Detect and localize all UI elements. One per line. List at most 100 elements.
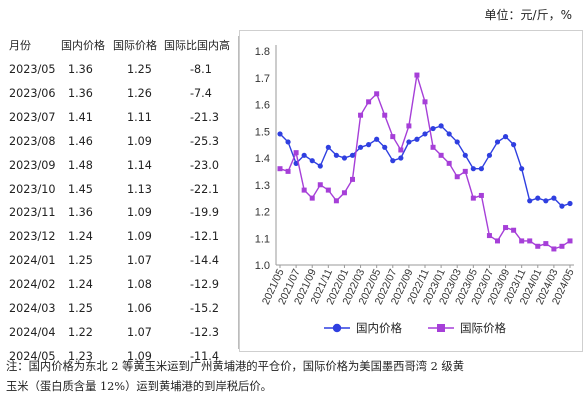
data-point bbox=[519, 166, 525, 172]
legend-marker-domestic bbox=[332, 323, 342, 333]
data-point bbox=[293, 150, 299, 156]
data-point bbox=[527, 238, 533, 244]
international-price-cell: 1.08 bbox=[127, 278, 152, 292]
domestic-price-cell: 1.25 bbox=[68, 302, 93, 315]
data-point bbox=[495, 238, 500, 244]
data-point bbox=[446, 160, 452, 166]
footnote: 注：国内价格为东北 2 等黄玉米运到广州黄埔港的平仓价，国际价格为美国墨西哥湾 … bbox=[6, 357, 581, 397]
data-point bbox=[494, 139, 501, 145]
international-price-cell: 1.25 bbox=[127, 63, 152, 76]
diff-cell: -12.3 bbox=[190, 325, 219, 339]
data-point bbox=[454, 139, 460, 145]
diff-cell: -15.2 bbox=[190, 302, 219, 315]
month-cell: 2024/02 bbox=[9, 278, 56, 292]
table-row: 2024/03 1.25 1.06 -15.2 bbox=[6, 299, 238, 319]
data-point bbox=[462, 152, 468, 158]
month-cell: 2023/07 bbox=[9, 110, 56, 124]
y-tick-label: 1.7 bbox=[255, 73, 270, 85]
month-cell: 2023/08 bbox=[9, 134, 56, 148]
table-row: 2023/06 1.36 1.26 -7.4 bbox=[6, 84, 238, 104]
diff-cell: -12.1 bbox=[190, 230, 219, 244]
data-point bbox=[559, 203, 565, 209]
data-point bbox=[366, 142, 372, 148]
data-point bbox=[486, 233, 492, 239]
diff-cell: -21.3 bbox=[190, 110, 219, 124]
domestic-price-cell: 1.22 bbox=[68, 325, 93, 339]
data-point bbox=[382, 112, 388, 118]
data-point bbox=[438, 152, 444, 158]
diff-cell: -7.4 bbox=[190, 86, 212, 100]
table-row: 2023/11 1.36 1.09 -19.9 bbox=[6, 203, 238, 223]
legend-label-domestic: 国内价格 bbox=[356, 321, 402, 335]
data-point bbox=[454, 174, 460, 180]
domestic-price-cell: 1.24 bbox=[68, 278, 93, 292]
y-tick-label: 1.5 bbox=[255, 126, 270, 138]
table-row: 2023/12 1.24 1.09 -12.1 bbox=[6, 227, 238, 247]
data-point bbox=[567, 238, 573, 244]
data-point bbox=[535, 195, 541, 201]
data-point bbox=[446, 131, 452, 137]
y-tick-label: 1.3 bbox=[255, 180, 270, 192]
table-row: 2023/05 1.36 1.25 -8.1 bbox=[6, 60, 238, 80]
data-point bbox=[366, 99, 372, 105]
international-price-cell: 1.09 bbox=[127, 349, 152, 363]
data-point bbox=[470, 166, 476, 172]
data-point bbox=[349, 152, 356, 158]
table-header-row: 月份 国内价格 国际价格 国际比国内高 bbox=[6, 36, 238, 56]
data-point bbox=[317, 163, 323, 169]
data-point bbox=[502, 134, 509, 140]
price-table: 月份 国内价格 国际价格 国际比国内高 2023/05 1.36 1.25 -8.1 2… bbox=[6, 36, 239, 363]
data-point bbox=[462, 168, 468, 174]
data-point bbox=[535, 243, 541, 249]
header-month: 月份 bbox=[9, 39, 31, 52]
domestic-price-cell: 1.46 bbox=[68, 134, 93, 148]
table-row: 2023/09 1.48 1.14 -23.0 bbox=[6, 156, 238, 176]
data-point bbox=[325, 144, 331, 150]
y-tick-label: 1.6 bbox=[255, 100, 270, 112]
table-row: 2024/01 1.25 1.07 -14.4 bbox=[6, 251, 238, 271]
data-point bbox=[559, 243, 565, 249]
data-point bbox=[478, 166, 484, 172]
price-chart: 1.0 1.1 1.2 1.3 1.4 1.5 1.6 1.7 1.8 2021/05 2021/0… bbox=[239, 30, 583, 352]
data-point bbox=[357, 144, 364, 150]
footnote-line-2: 玉米（蛋白质含量 12%）运到黄埔港的到岸税后价。 bbox=[6, 380, 272, 393]
domestic-price-cell: 1.24 bbox=[68, 230, 93, 244]
data-point bbox=[325, 187, 331, 193]
header-international-price: 国际价格 bbox=[113, 39, 157, 52]
international-price-cell: 1.07 bbox=[127, 254, 152, 268]
chart-svg: 1.01.11.21.31.41.51.61.71.82021/052021/0… bbox=[255, 45, 577, 335]
international-price-cell: 1.09 bbox=[127, 206, 152, 220]
series-line-domestic bbox=[279, 125, 571, 208]
domestic-price-cell: 1.48 bbox=[68, 158, 93, 172]
data-point bbox=[309, 158, 315, 164]
data-point bbox=[390, 158, 396, 164]
data-point bbox=[333, 152, 339, 158]
data-point bbox=[567, 200, 573, 207]
international-price-cell: 1.06 bbox=[127, 302, 152, 315]
month-cell: 2023/09 bbox=[9, 158, 56, 172]
data-point bbox=[374, 136, 380, 142]
data-point bbox=[390, 134, 396, 140]
data-point bbox=[285, 139, 291, 145]
domestic-price-cell: 1.36 bbox=[68, 63, 93, 76]
table-row: 2024/02 1.24 1.08 -12.9 bbox=[6, 275, 238, 295]
data-point bbox=[430, 144, 436, 150]
data-point bbox=[414, 72, 420, 78]
month-cell: 2024/01 bbox=[9, 254, 56, 268]
data-point bbox=[511, 142, 517, 148]
data-point bbox=[414, 136, 420, 142]
month-cell: 2023/11 bbox=[9, 206, 56, 220]
data-point bbox=[277, 166, 283, 172]
diff-cell: -14.4 bbox=[190, 254, 219, 268]
y-tick-label: 1.1 bbox=[255, 233, 270, 245]
data-point bbox=[277, 131, 283, 137]
data-point bbox=[333, 198, 339, 204]
legend-label-international: 国际价格 bbox=[460, 321, 506, 335]
table-row: 2023/07 1.41 1.11 -21.3 bbox=[6, 108, 238, 128]
data-point bbox=[470, 195, 476, 201]
data-point bbox=[317, 182, 323, 188]
table-row: 2023/08 1.46 1.09 -25.3 bbox=[6, 132, 238, 152]
data-point bbox=[382, 144, 388, 150]
data-point bbox=[350, 176, 355, 182]
data-point bbox=[551, 195, 557, 201]
